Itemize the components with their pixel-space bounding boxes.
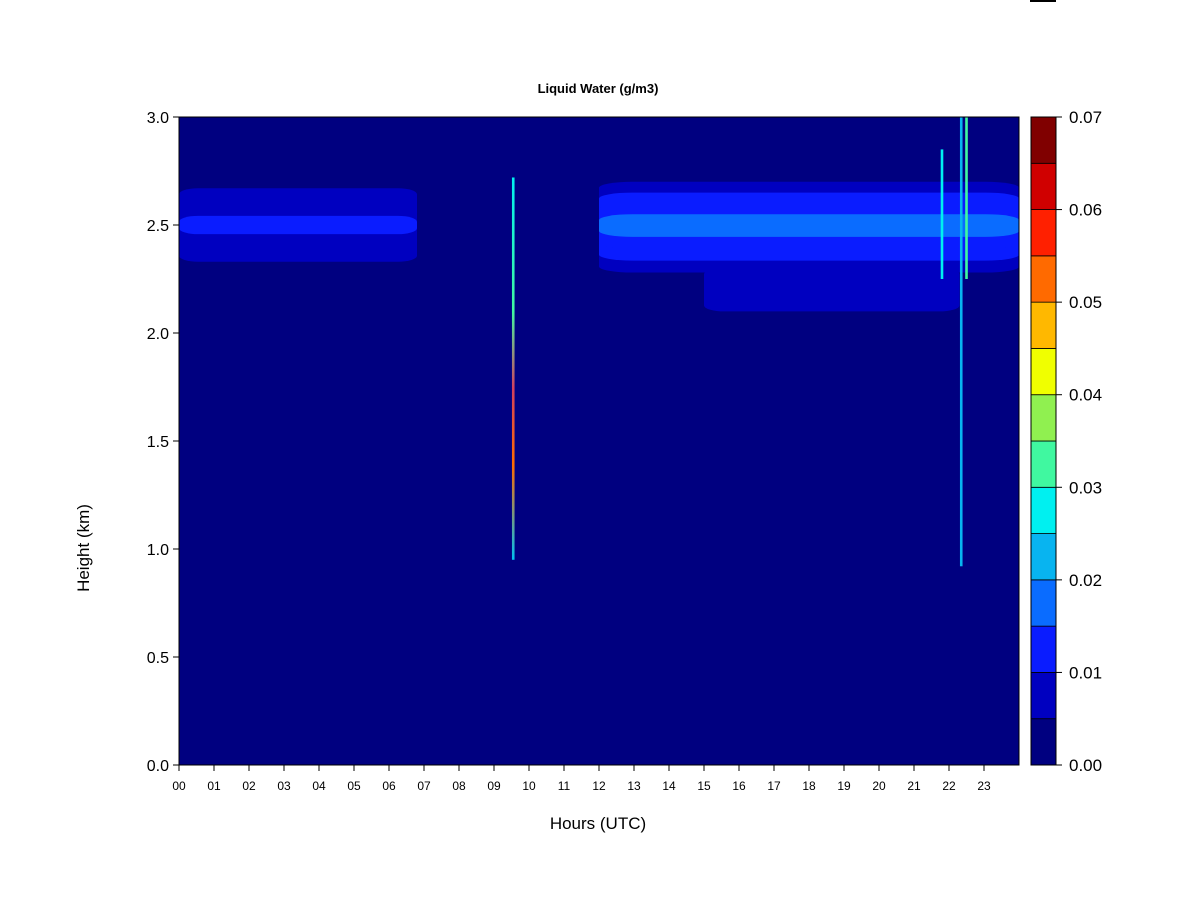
colorbar-tick-label: 0.06 — [1069, 201, 1102, 220]
x-tick-label: 08 — [452, 779, 466, 793]
colorbar-tick-label: 0.02 — [1069, 571, 1102, 590]
layer-band — [599, 214, 1019, 237]
x-tick-label: 01 — [207, 779, 221, 793]
y-axis: 0.0 0.5 1.0 1.5 2.0 2.5 3.0 — [147, 110, 179, 775]
x-axis: 00 01 02 03 04 05 06 07 08 09 10 11 12 13 14 15 16 17 18 19… — [172, 765, 991, 793]
colorbar-tick-label: 0.01 — [1069, 663, 1102, 682]
x-tick-label: 23 — [977, 779, 991, 793]
x-tick-label: 09 — [487, 779, 501, 793]
x-tick-label: 00 — [172, 779, 186, 793]
x-tick-label: 06 — [382, 779, 396, 793]
x-tick-label: 20 — [872, 779, 886, 793]
x-tick-label: 15 — [697, 779, 711, 793]
x-tick-label: 17 — [767, 779, 781, 793]
top-edge-mark — [1030, 0, 1056, 2]
y-tick-label: 2.0 — [147, 326, 169, 343]
y-tick-label: 0.5 — [147, 650, 169, 667]
layer-band — [704, 284, 960, 296]
y-tick-label: 0.0 — [147, 758, 169, 775]
x-tick-label: 18 — [802, 779, 816, 793]
x-tick-label: 03 — [277, 779, 291, 793]
colorbar-frame — [1030, 116, 1057, 766]
y-axis-label: Height (km) — [74, 504, 93, 592]
x-tick-label: 12 — [592, 779, 606, 793]
colorbar-segment — [1030, 579, 1057, 627]
x-tick-label: 02 — [242, 779, 256, 793]
colorbar-segment — [1030, 440, 1057, 488]
liquid-water-layer-2 — [704, 268, 960, 312]
x-tick-label: 04 — [312, 779, 326, 793]
colorbar-segment — [1030, 209, 1057, 257]
liquid-water-column — [940, 149, 944, 279]
liquid-water-column — [959, 117, 963, 567]
liquid-water-layer-0 — [179, 188, 417, 262]
colorbar: 0.00 0.01 0.02 0.03 0.04 0.05 0.06 0.07 — [1030, 108, 1102, 775]
x-tick-label: 13 — [627, 779, 641, 793]
colorbar-tick-label: 0.05 — [1069, 293, 1102, 312]
colorbar-tick-label: 0.07 — [1069, 108, 1102, 127]
colorbar-segment — [1030, 533, 1057, 581]
liquid-water-column — [965, 117, 968, 279]
colorbar-segment — [1030, 486, 1057, 534]
colorbar-segment — [1030, 162, 1057, 210]
x-tick-label: 10 — [522, 779, 536, 793]
colorbar-tick-label: 0.00 — [1069, 756, 1102, 775]
colorbar-segment — [1030, 394, 1057, 442]
liquid-water-layer-1 — [599, 181, 1019, 273]
x-tick-label: 11 — [558, 779, 571, 793]
colorbar-segment — [1030, 625, 1057, 673]
plot-area — [178, 116, 1020, 766]
colorbar-segment — [1030, 116, 1057, 164]
colorbar-tick-label: 0.03 — [1069, 478, 1102, 497]
y-tick-label: 1.0 — [147, 542, 169, 559]
colorbar-segment — [1030, 255, 1057, 303]
x-tick-label: 05 — [347, 779, 361, 793]
y-tick-label: 2.5 — [147, 218, 169, 235]
y-tick-label: 1.5 — [147, 434, 169, 451]
x-tick-label: 07 — [417, 779, 431, 793]
x-tick-label: 21 — [907, 779, 921, 793]
layer-band — [179, 215, 417, 235]
colorbar-segment — [1030, 718, 1057, 766]
x-tick-label: 16 — [732, 779, 746, 793]
x-axis-label: Hours (UTC) — [550, 814, 646, 833]
y-tick-label: 3.0 — [147, 110, 169, 127]
colorbar-segment — [1030, 301, 1057, 349]
colorbar-tick-label: 0.04 — [1069, 386, 1102, 405]
x-tick-label: 22 — [942, 779, 956, 793]
liquid-water-column — [511, 177, 515, 560]
colorbar-segment — [1030, 672, 1057, 720]
x-tick-label: 14 — [662, 779, 676, 793]
x-tick-label: 19 — [837, 779, 851, 793]
colorbar-segment — [1030, 348, 1057, 396]
chart-title: Liquid Water (g/m3) — [538, 81, 659, 96]
